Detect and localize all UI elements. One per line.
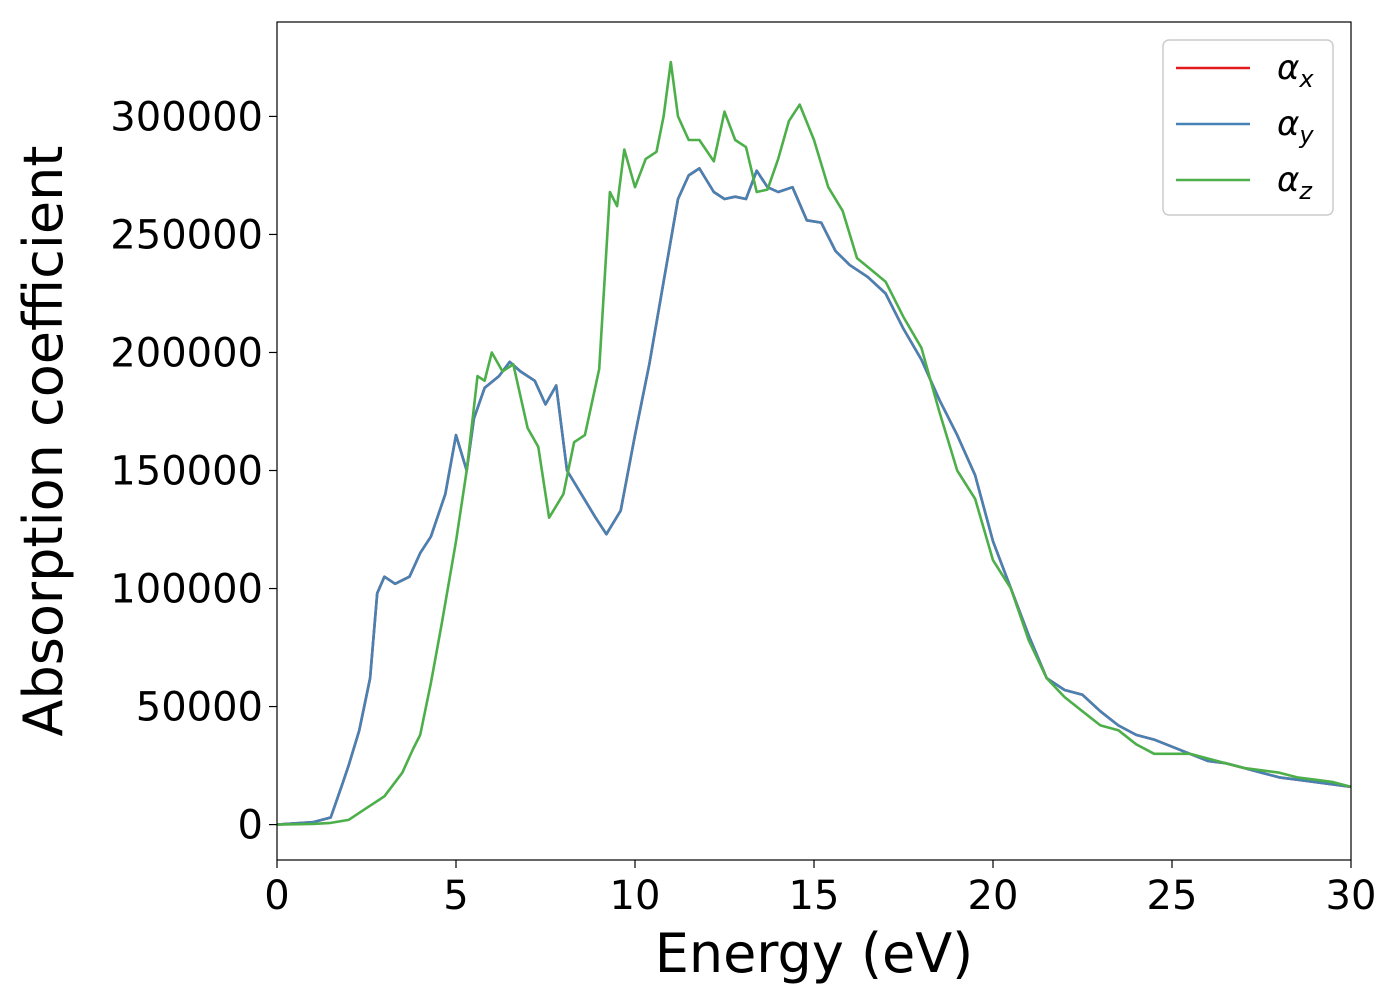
series-line-z xyxy=(277,60,1351,826)
x-tick-label: 30 xyxy=(1326,873,1377,919)
legend-label-z: αz xyxy=(1277,160,1313,205)
legend-subscript: x xyxy=(1298,65,1314,93)
x-tick-label: 20 xyxy=(968,873,1019,919)
series-layer xyxy=(277,60,1351,826)
series-line-y xyxy=(277,167,1351,826)
y-tick-label: 300000 xyxy=(110,94,263,140)
x-axis-label: Energy (eV) xyxy=(655,922,974,985)
x-tick-label: 0 xyxy=(264,873,289,919)
x-tick-label: 15 xyxy=(789,873,840,919)
y-tick-label: 200000 xyxy=(110,330,263,376)
legend-symbol: α xyxy=(1277,48,1299,88)
x-axis-ticks: 0 5 10 15 20 25 30 xyxy=(264,860,1376,919)
legend-subscript: y xyxy=(1298,121,1314,149)
legend-frame xyxy=(1162,39,1334,216)
y-tick-label: 250000 xyxy=(110,212,263,258)
y-tick-label: 100000 xyxy=(110,567,263,613)
y-tick-label: 50000 xyxy=(136,685,263,731)
legend-label-x: αx xyxy=(1277,48,1314,93)
legend-label-y: αy xyxy=(1277,104,1314,149)
y-axis-ticks: 0 50000 100000 150000 200000 250000 300000 xyxy=(110,94,277,849)
y-tick-label: 0 xyxy=(238,803,263,849)
legend-symbol: α xyxy=(1277,104,1299,144)
y-axis-label: Absorption coefficient xyxy=(12,146,75,737)
y-tick-label: 150000 xyxy=(110,449,263,495)
legend-symbol: α xyxy=(1277,160,1299,200)
x-tick-label: 25 xyxy=(1147,873,1198,919)
x-tick-label: 10 xyxy=(610,873,661,919)
legend-subscript: z xyxy=(1298,177,1313,205)
x-tick-label: 5 xyxy=(443,873,468,919)
